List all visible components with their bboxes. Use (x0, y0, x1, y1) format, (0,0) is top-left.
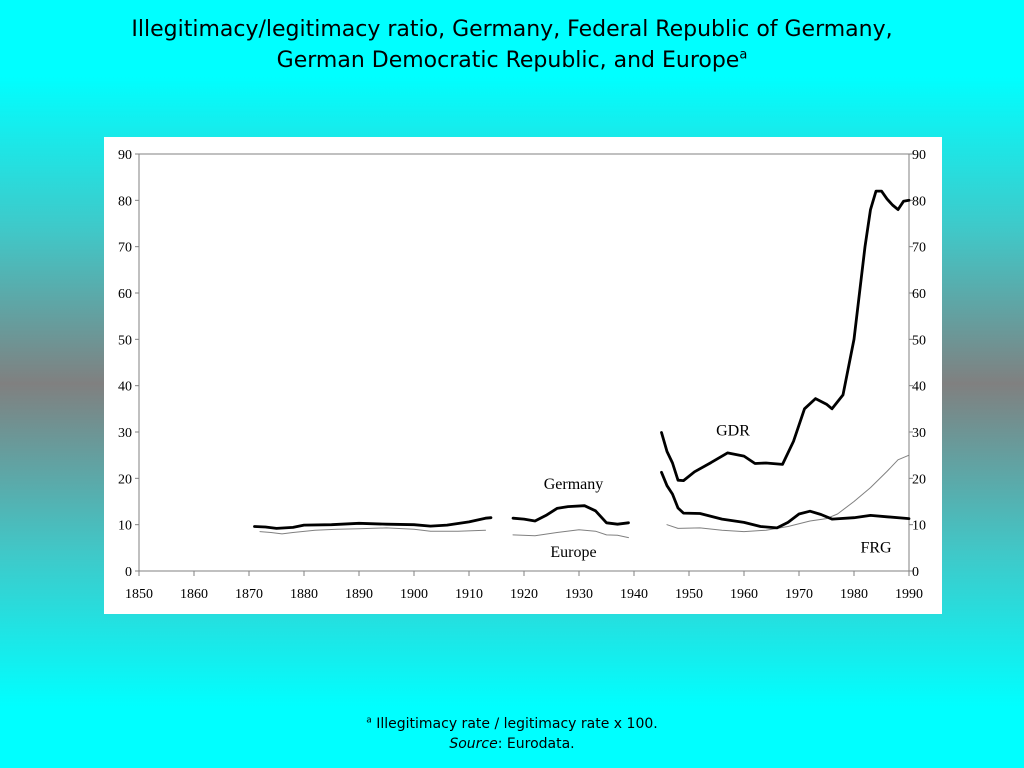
x-tick-label: 1990 (895, 587, 923, 602)
series-line-europe (259, 527, 486, 535)
x-tick-label: 1980 (840, 587, 868, 602)
footnote: a Illegitimacy rate / legitimacy rate x … (0, 714, 1024, 754)
slide-title-line1: Illegitimacy/legitimacy ratio, Germany, … (131, 17, 893, 42)
x-tick-label: 1850 (125, 587, 153, 602)
y-tick-label-left: 10 (118, 519, 132, 534)
y-tick-label-left: 70 (118, 241, 132, 256)
y-tick-label-left: 60 (118, 287, 132, 302)
x-tick-label: 1960 (730, 587, 758, 602)
slide-title-line2: German Democratic Republic, and Europea (0, 45, 1024, 76)
annotation-frg: FRG (860, 539, 892, 556)
x-tick-label: 1880 (290, 587, 318, 602)
x-tick-label: 1910 (455, 587, 483, 602)
y-tick-label-left: 90 (118, 148, 132, 163)
source-text: : Eurodata. (497, 736, 575, 752)
y-tick-label-right: 30 (912, 426, 926, 441)
line-chart: 0 0 10 10 20 20 30 30 40 40 50 50 60 60 70 70 80 80 90 90 18… (118, 148, 926, 602)
title-footnote-marker: a (739, 47, 748, 63)
slide-title-line2-text: German Democratic Republic, and Europe (276, 48, 740, 73)
annotation-europe: Europe (550, 544, 596, 561)
x-tick-label: 1940 (620, 587, 648, 602)
y-tick-label-left: 40 (118, 380, 132, 395)
y-tick-label-left: 50 (118, 333, 132, 348)
y-tick-label-right: 50 (912, 333, 926, 348)
y-tick-label-right: 70 (912, 241, 926, 256)
x-tick-label: 1950 (675, 587, 703, 602)
y-tick-label-right: 40 (912, 380, 926, 395)
series-line-europe (666, 454, 910, 533)
y-tick-label-right: 60 (912, 287, 926, 302)
source-label: Source (449, 736, 498, 752)
series-line-gdr (660, 189, 911, 483)
footnote-text: Illegitimacy rate / legitimacy rate x 10… (371, 716, 658, 732)
annotation-germany: Germany (544, 476, 604, 493)
y-tick-label-right: 80 (912, 194, 926, 209)
source-line: Source: Eurodata. (0, 734, 1024, 754)
x-tick-label: 1870 (235, 587, 263, 602)
y-tick-label-left: 30 (118, 426, 132, 441)
y-tick-label-right: 90 (912, 148, 926, 163)
series-line-germany (511, 504, 630, 526)
annotation-gdr: GDR (716, 423, 750, 440)
x-tick-label: 1860 (180, 587, 208, 602)
chart-panel: 0 0 10 10 20 20 30 30 40 40 50 50 60 60 70 70 80 80 90 90 18… (104, 137, 942, 614)
y-tick-label-left: 80 (118, 194, 132, 209)
series-line-europe (512, 529, 629, 539)
y-tick-label-right: 20 (912, 472, 926, 487)
y-tick-label-left: 0 (125, 565, 132, 580)
footnote-marker: a (366, 715, 372, 726)
footnote-definition: a Illegitimacy rate / legitimacy rate x … (0, 714, 1024, 734)
x-tick-label: 1900 (400, 587, 428, 602)
y-tick-label-right: 0 (912, 565, 919, 580)
x-tick-label: 1970 (785, 587, 813, 602)
y-tick-label-right: 10 (912, 519, 926, 534)
x-tick-label: 1890 (345, 587, 373, 602)
x-tick-label: 1920 (510, 587, 538, 602)
y-tick-label-left: 20 (118, 472, 132, 487)
series-line-germany (253, 516, 493, 530)
x-tick-label: 1930 (565, 587, 593, 602)
slide-title: Illegitimacy/legitimacy ratio, Germany, … (0, 14, 1024, 76)
series-line-frg (660, 470, 911, 530)
